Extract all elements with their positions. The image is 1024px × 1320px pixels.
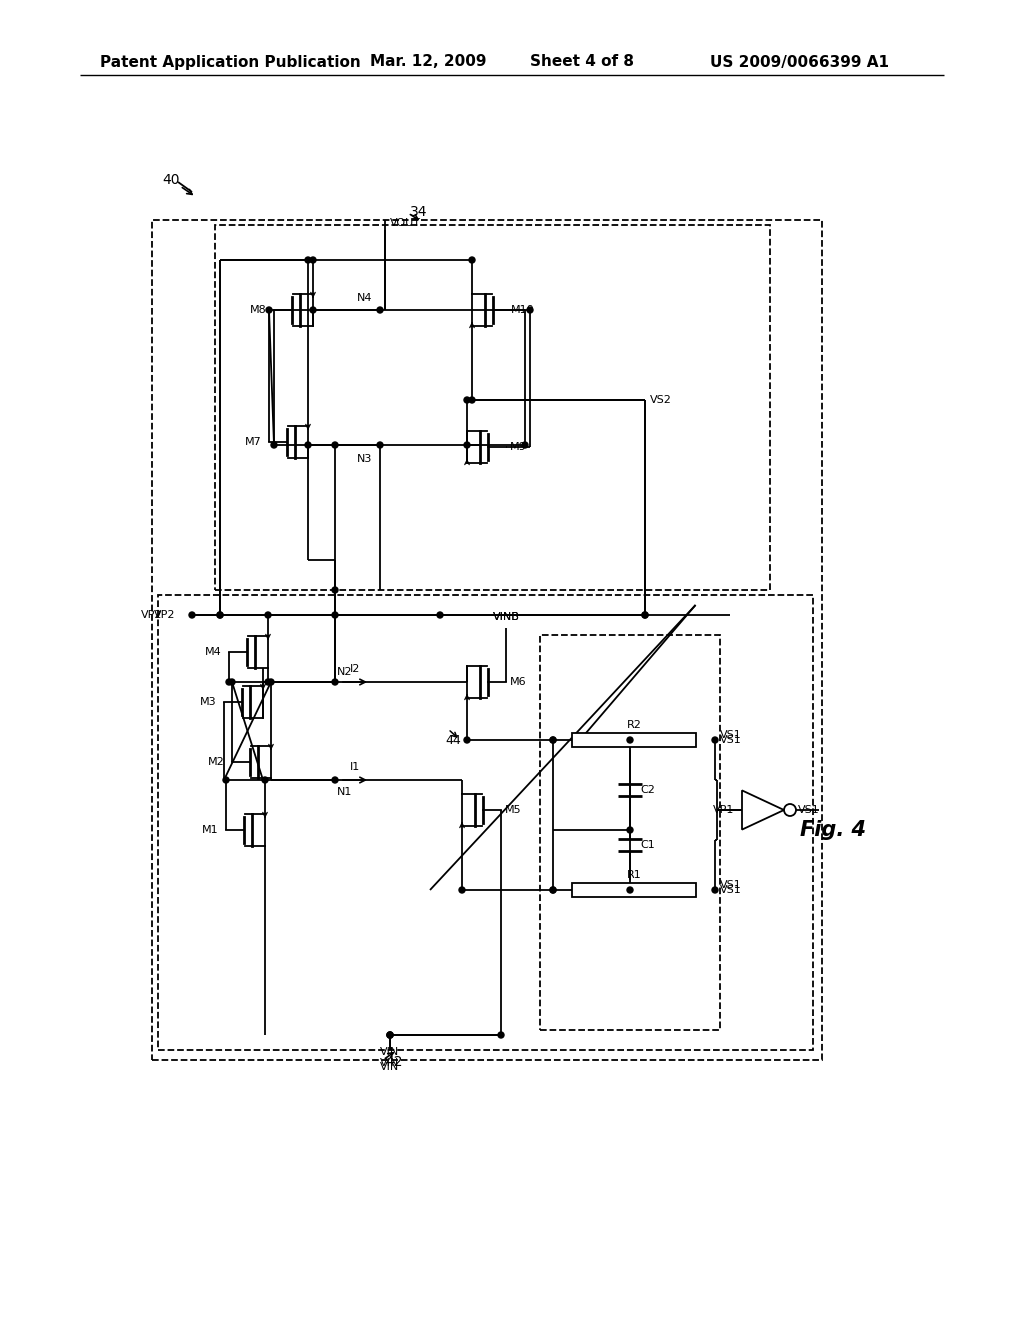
Circle shape [527, 308, 534, 313]
Circle shape [332, 777, 338, 783]
Text: M2: M2 [208, 756, 224, 767]
Circle shape [627, 887, 633, 894]
Text: C1: C1 [641, 840, 655, 850]
Circle shape [642, 612, 648, 618]
Circle shape [332, 612, 338, 618]
Circle shape [223, 777, 229, 783]
Text: C2: C2 [641, 785, 655, 795]
Text: VS1: VS1 [720, 730, 741, 741]
Circle shape [305, 257, 311, 263]
Bar [540, 635, 720, 1030]
Circle shape [469, 397, 475, 403]
Circle shape [332, 678, 338, 685]
Circle shape [217, 612, 223, 618]
Circle shape [265, 612, 271, 618]
Circle shape [377, 442, 383, 447]
Text: M1: M1 [202, 825, 218, 836]
Text: US 2009/0066399 A1: US 2009/0066399 A1 [710, 54, 889, 70]
Circle shape [310, 308, 316, 313]
Circle shape [217, 612, 223, 618]
Text: N4: N4 [357, 293, 373, 304]
Text: VS1: VS1 [720, 880, 741, 890]
Bar [158, 595, 813, 1049]
Text: VINB: VINB [493, 612, 519, 622]
Text: VP1: VP1 [713, 805, 734, 814]
Circle shape [332, 587, 338, 593]
Circle shape [627, 828, 633, 833]
Circle shape [266, 308, 272, 313]
Circle shape [268, 678, 274, 685]
Circle shape [387, 1032, 393, 1038]
Circle shape [377, 308, 383, 313]
Text: Patent Application Publication: Patent Application Publication [100, 54, 360, 70]
Text: VOUT: VOUT [390, 218, 421, 228]
Text: I2: I2 [350, 664, 360, 675]
Bar [215, 224, 770, 590]
Text: VP2: VP2 [140, 610, 162, 620]
Circle shape [459, 887, 465, 894]
Circle shape [464, 737, 470, 743]
Circle shape [464, 442, 470, 447]
Circle shape [522, 442, 528, 447]
Text: N3: N3 [357, 454, 373, 465]
Text: VINB: VINB [493, 612, 519, 622]
Text: M5: M5 [505, 805, 521, 814]
Text: 34: 34 [410, 205, 427, 219]
Circle shape [387, 1032, 393, 1038]
Text: VS1: VS1 [798, 805, 820, 814]
Circle shape [464, 397, 470, 403]
Text: Mar. 12, 2009: Mar. 12, 2009 [370, 54, 486, 70]
Text: 44: 44 [445, 734, 461, 747]
Text: VIN: VIN [380, 1059, 399, 1068]
Circle shape [262, 777, 268, 783]
Circle shape [310, 257, 316, 263]
Circle shape [642, 612, 648, 618]
Circle shape [712, 737, 718, 743]
Circle shape [712, 887, 718, 894]
Text: VS2: VS2 [650, 395, 672, 405]
Text: M7: M7 [245, 437, 261, 447]
Text: M4: M4 [205, 647, 221, 657]
Text: I1: I1 [350, 762, 360, 772]
Text: 40: 40 [162, 173, 179, 187]
Circle shape [189, 612, 195, 618]
Circle shape [271, 442, 278, 447]
Circle shape [550, 887, 556, 894]
Bar [152, 220, 822, 1060]
Text: N1: N1 [337, 787, 352, 797]
Text: M6: M6 [510, 677, 526, 686]
Text: VS1: VS1 [720, 884, 741, 895]
Circle shape [226, 678, 232, 685]
Text: M10: M10 [511, 305, 535, 315]
Text: R1: R1 [627, 870, 641, 880]
Circle shape [332, 442, 338, 447]
Circle shape [265, 678, 271, 685]
Bar [572, 733, 695, 747]
Text: VS1: VS1 [720, 735, 741, 744]
Circle shape [550, 737, 556, 743]
Text: N2: N2 [337, 667, 352, 677]
Text: M3: M3 [200, 697, 216, 708]
Text: M9: M9 [510, 442, 526, 451]
Circle shape [550, 737, 556, 743]
Circle shape [469, 257, 475, 263]
Circle shape [498, 1032, 504, 1038]
Circle shape [387, 1032, 393, 1038]
Circle shape [627, 737, 633, 743]
Text: M8: M8 [250, 305, 266, 315]
Circle shape [437, 612, 443, 618]
Text: 42: 42 [385, 1055, 402, 1069]
Circle shape [305, 442, 311, 447]
Text: Sheet 4 of 8: Sheet 4 of 8 [530, 54, 634, 70]
Text: Fig. 4: Fig. 4 [800, 820, 866, 840]
Bar [572, 883, 695, 898]
Circle shape [550, 887, 556, 894]
Text: R2: R2 [627, 719, 641, 730]
Text: VIN: VIN [380, 1047, 399, 1057]
Text: VP2: VP2 [154, 610, 175, 620]
Circle shape [229, 678, 234, 685]
Text: VIN: VIN [380, 1063, 399, 1072]
